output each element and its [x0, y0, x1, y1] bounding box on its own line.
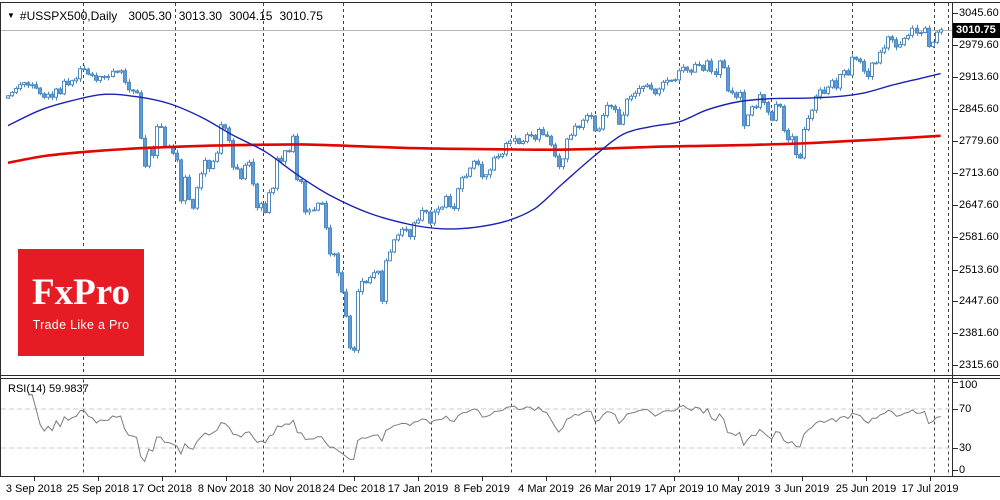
- date-axis-label: 10 May 2019: [706, 483, 770, 495]
- price-axis-label: 2713.60: [959, 167, 999, 179]
- price-axis-label: 2979.60: [959, 39, 999, 51]
- date-axis-label: 8 Feb 2019: [454, 483, 510, 495]
- price-axis-label: 2381.60: [959, 327, 999, 339]
- date-axis-label: 17 Oct 2018: [132, 483, 192, 495]
- chart-title: ▼ #USSPX500,Daily 3005.30 3013.30 3004.15 301…: [7, 9, 323, 23]
- symbol-period-label: #USSPX500,Daily: [19, 9, 118, 23]
- price-axis-label: 3045.60: [959, 7, 999, 19]
- price-axis-label: 2647.60: [959, 199, 999, 211]
- date-axis-label: 8 Nov 2018: [197, 483, 255, 495]
- date-axis-label: 26 Mar 2019: [579, 483, 641, 495]
- price-axis-label: 2447.60: [959, 295, 999, 307]
- ohlc-open: 3005.30: [128, 9, 172, 23]
- date-axis-label: 17 Jan 2019: [387, 483, 449, 495]
- rsi-indicator-label: RSI(14) 59.9837: [8, 383, 89, 395]
- ohlc-high: 3013.30: [178, 9, 223, 23]
- price-axis-label: 2581.60: [959, 231, 999, 243]
- price-axis-label: 2913.60: [959, 71, 999, 83]
- date-axis-label: 17 Jul 2019: [901, 483, 959, 495]
- dropdown-triangle-icon: ▼: [7, 11, 15, 20]
- date-axis-label: 25 Sep 2018: [66, 483, 130, 495]
- fxpro-logo: FxPro Trade Like a Pro: [18, 249, 144, 356]
- date-axis-label: 3 Jun 2019: [774, 483, 830, 495]
- current-price-tag: 3010.75: [953, 23, 1000, 38]
- ohlc-close: 3010.75: [279, 9, 323, 23]
- price-axis-label: 2513.60: [959, 264, 999, 276]
- fxpro-tagline: Trade Like a Pro: [32, 317, 130, 332]
- rsi-scale-label: 100: [959, 379, 978, 391]
- rsi-scale-label: 0: [959, 464, 966, 476]
- date-axis-label: 25 Jun 2019: [835, 483, 897, 495]
- date-axis-label: 4 Mar 2019: [518, 483, 574, 495]
- date-axis-label: 3 Sep 2018: [5, 483, 63, 495]
- price-axis-label: 2315.60: [959, 359, 999, 371]
- price-axis-label: 2779.60: [959, 135, 999, 147]
- rsi-scale-label: 30: [959, 442, 972, 454]
- date-axis-label: 17 Apr 2019: [644, 483, 704, 495]
- price-axis-label: 2845.60: [959, 103, 999, 115]
- date-axis-label: 24 Dec 2018: [322, 483, 386, 495]
- date-axis-label: 30 Nov 2018: [258, 483, 322, 495]
- fxpro-brand-text: FxPro: [32, 271, 130, 313]
- ohlc-low: 3004.15: [229, 9, 273, 23]
- rsi-scale-label: 70: [959, 403, 972, 415]
